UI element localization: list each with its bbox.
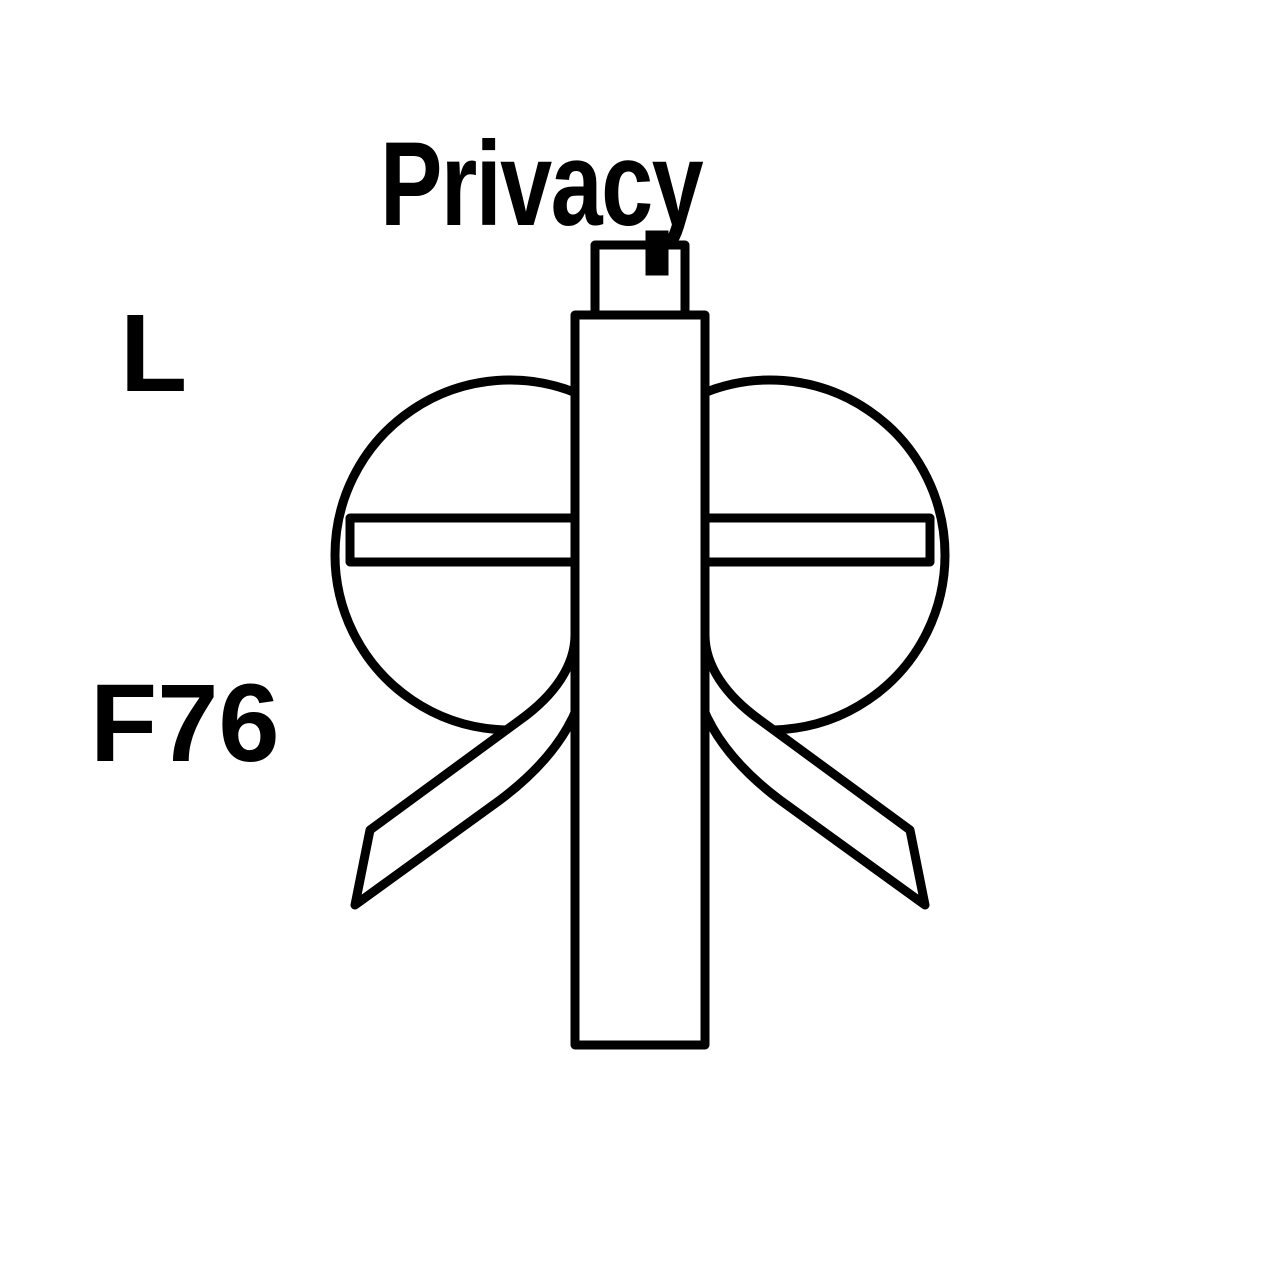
label-l: L [120, 290, 187, 417]
diagram-stage: Privacy L F76 [0, 0, 1280, 1280]
label-f76: F76 [90, 660, 280, 787]
diagram-title: Privacy [380, 115, 702, 253]
